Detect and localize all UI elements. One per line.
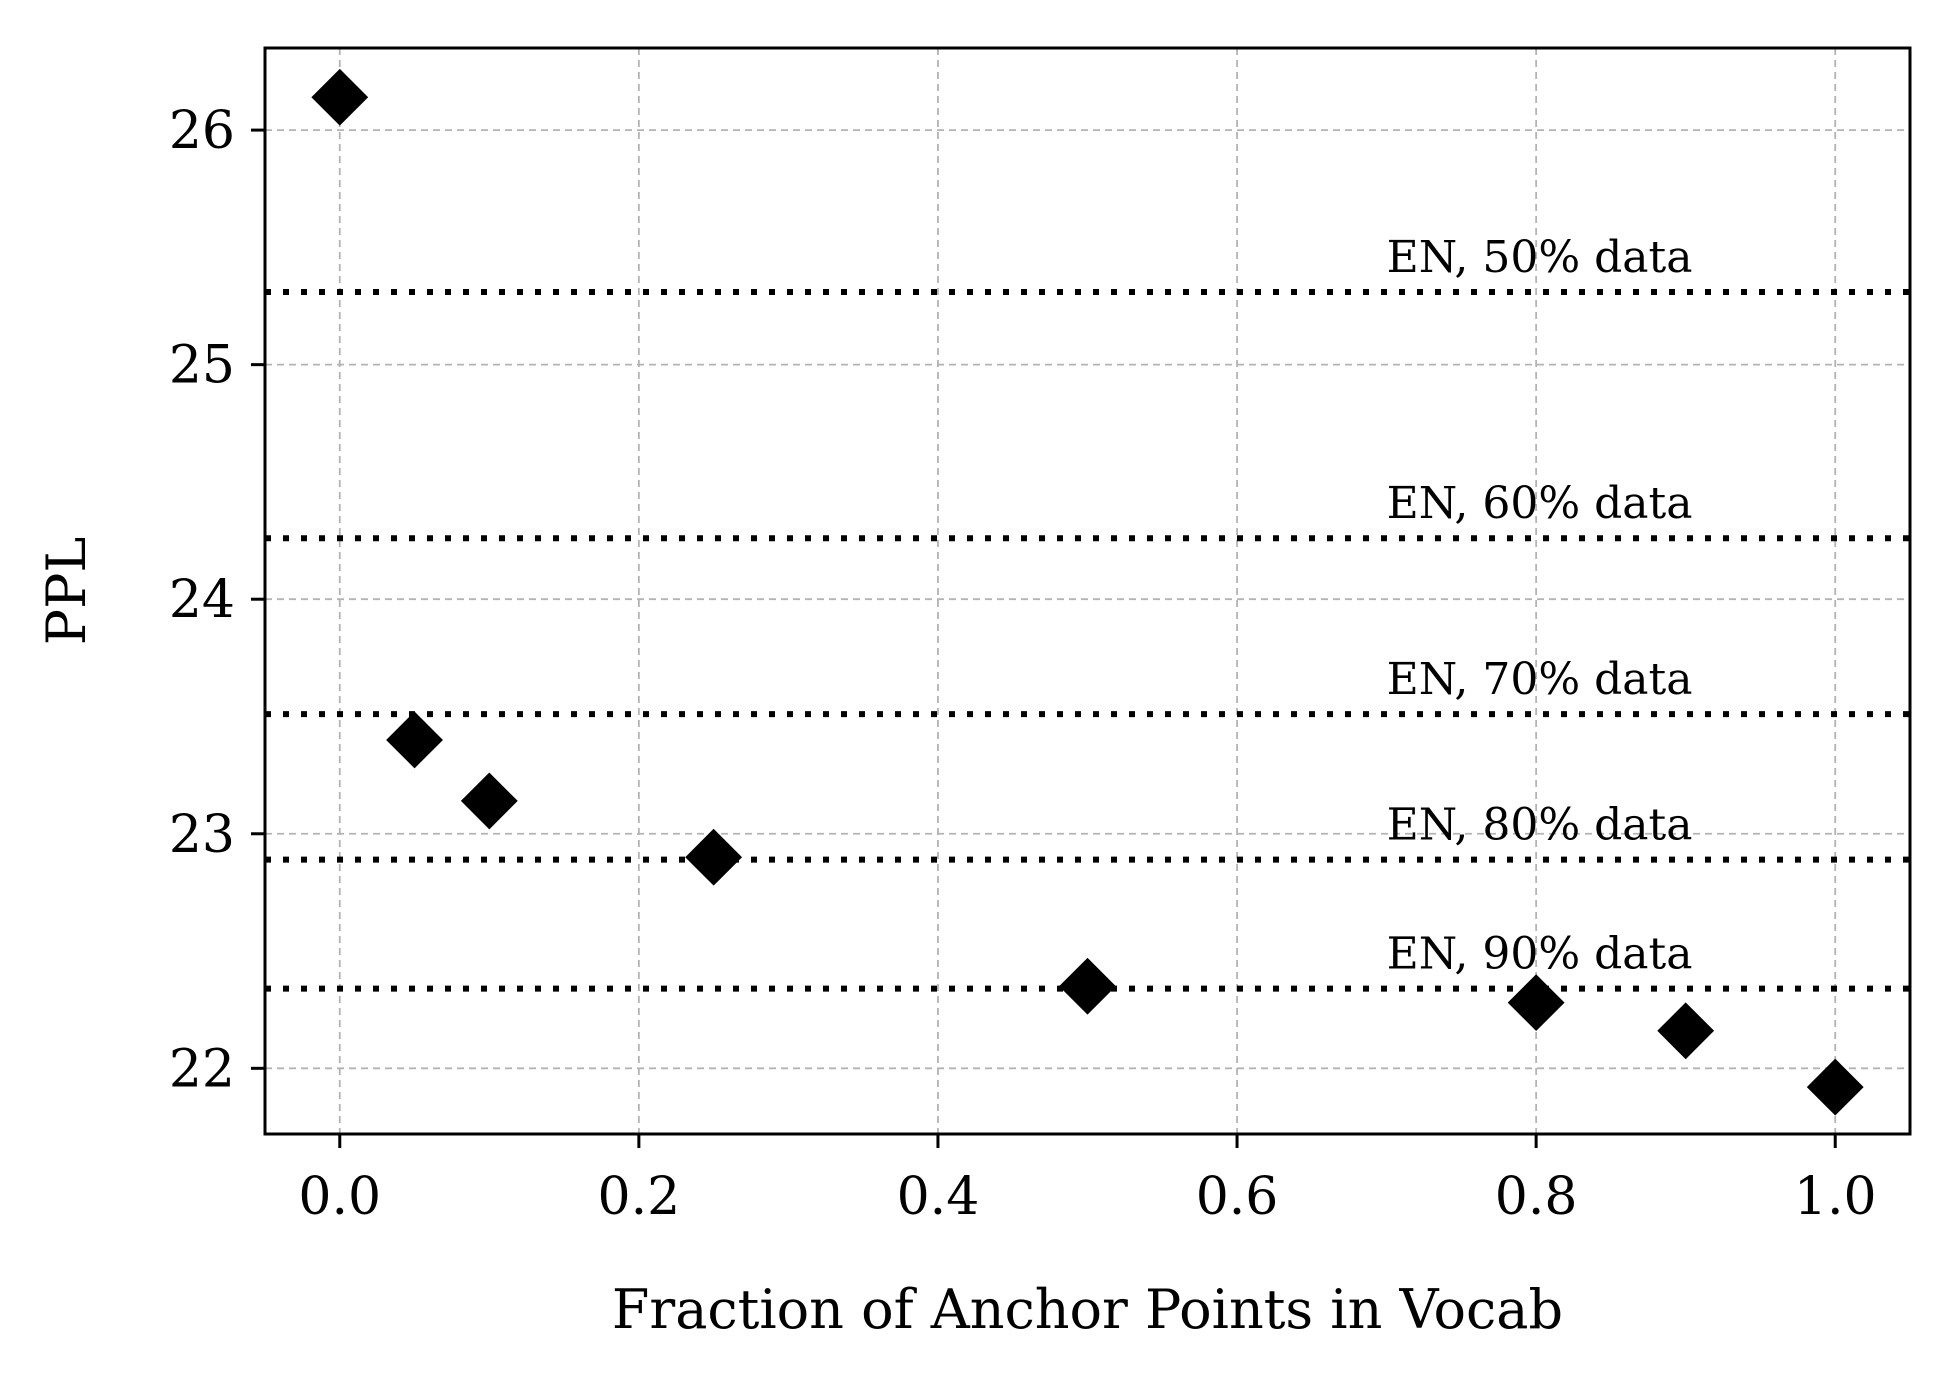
reference-line-label: EN, 70% data <box>1387 654 1693 705</box>
data-point <box>386 711 443 769</box>
y-axis: 22 23 24 25 26 <box>169 101 265 1099</box>
data-point <box>685 828 743 886</box>
x-axis-title: Fraction of Anchor Points in Vocab <box>612 1278 1563 1341</box>
x-tick-label: 0.6 <box>1196 1167 1279 1227</box>
y-axis-title: PPL <box>35 537 98 646</box>
plot-frame <box>263 46 1912 1136</box>
x-tick-label: 0.4 <box>897 1167 980 1227</box>
reference-line-label: EN, 60% data <box>1387 478 1693 529</box>
x-tick-label: 0.2 <box>598 1167 681 1227</box>
reference-line-label: EN, 80% data <box>1387 800 1693 851</box>
x-tick-label: 0.8 <box>1495 1167 1578 1227</box>
y-tick-label: 24 <box>169 570 235 630</box>
data-point <box>311 68 369 126</box>
reference-line-label: EN, 50% data <box>1387 232 1693 283</box>
reference-line-label: EN, 90% data <box>1387 929 1693 980</box>
y-tick-label: 25 <box>169 336 235 396</box>
x-tick-label: 0.0 <box>298 1167 381 1227</box>
data-point <box>460 772 518 830</box>
x-axis: 0.0 0.2 0.4 0.6 0.8 1.0 <box>298 1134 1877 1227</box>
data-points <box>311 68 1864 1116</box>
y-tick-label: 26 <box>169 101 235 161</box>
y-tick-label: 23 <box>169 805 235 865</box>
data-point <box>1059 957 1116 1015</box>
reference-lines: EN, 50% data EN, 60% data EN, 70% data EN, … <box>265 232 1910 992</box>
data-point <box>1657 1002 1715 1060</box>
grid <box>265 48 1910 1134</box>
y-tick-label: 22 <box>169 1039 235 1099</box>
data-point <box>1507 974 1565 1032</box>
x-tick-label: 1.0 <box>1794 1167 1877 1227</box>
data-point <box>1806 1058 1864 1116</box>
